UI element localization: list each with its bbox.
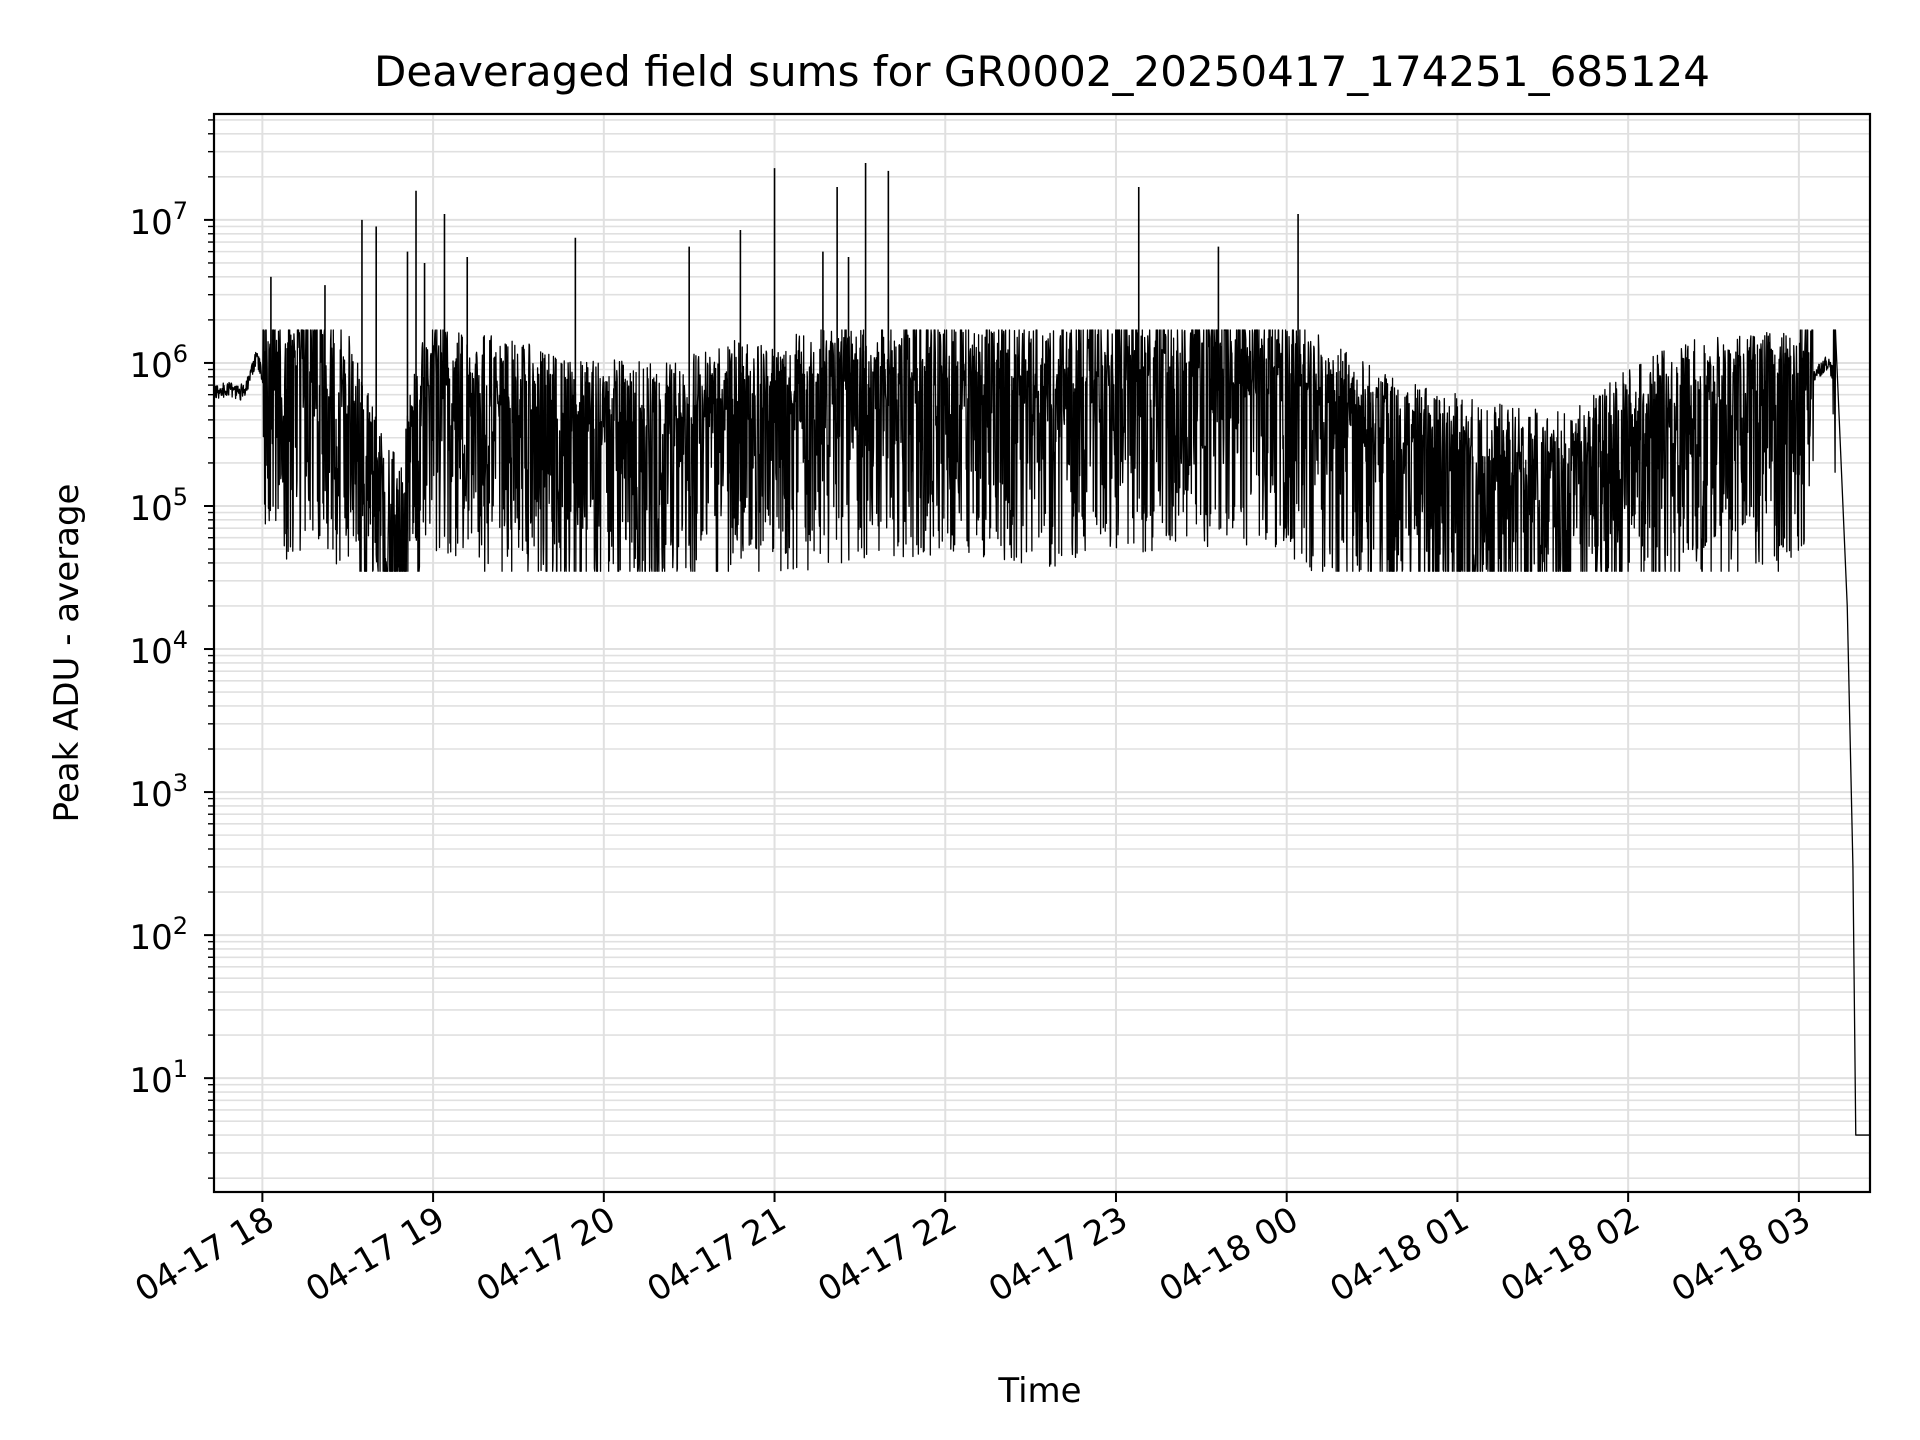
y-tick-label: 105 (129, 483, 188, 529)
x-axis-title: Time (997, 1371, 1081, 1411)
grid (214, 114, 1870, 1192)
y-tick-label: 106 (129, 340, 188, 386)
y-axis-title: Peak ADU - average (47, 484, 87, 823)
y-tick-label: 101 (129, 1055, 188, 1101)
y-tick-label: 103 (129, 769, 188, 815)
plot-frame (212, 112, 1872, 1194)
y-tick-label: 102 (129, 912, 188, 958)
series-line (213, 329, 1870, 1136)
chart-title: Deaveraged field sums for GR0002_2025041… (374, 47, 1710, 96)
y-tick-label: 107 (129, 197, 188, 243)
data-series (213, 162, 1870, 1136)
y-tick-label: 104 (129, 626, 188, 672)
